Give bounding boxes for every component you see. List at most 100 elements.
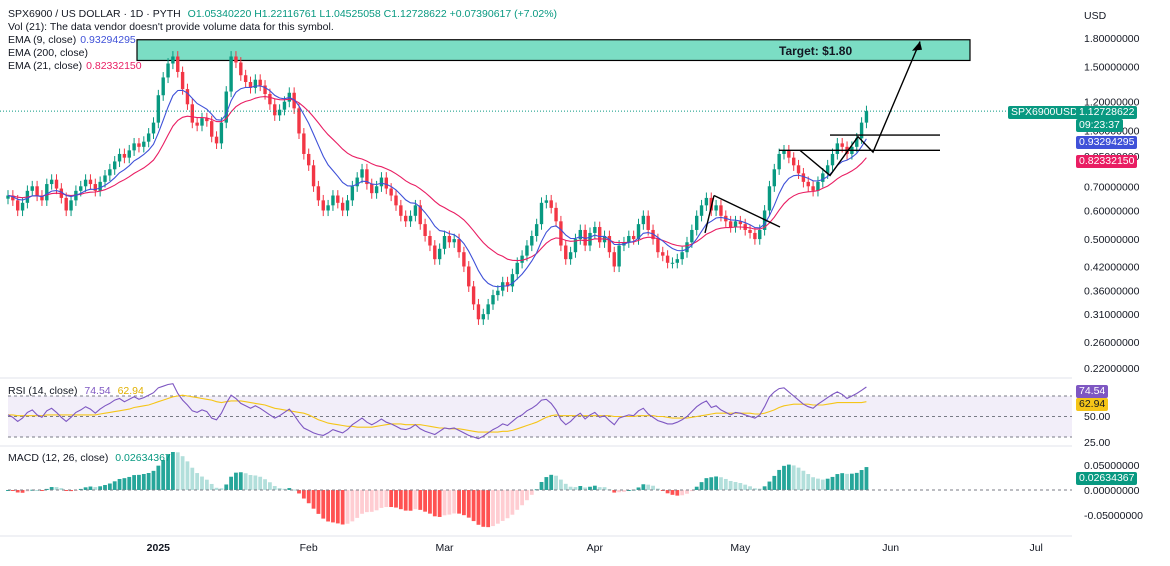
candle-body — [855, 138, 859, 147]
macd-bar — [10, 490, 15, 491]
macd-bar — [636, 487, 641, 490]
candle-body — [180, 71, 185, 90]
candle-body — [680, 252, 684, 260]
candle-body — [273, 104, 277, 116]
candle-body — [573, 239, 578, 253]
candle-body — [772, 169, 776, 187]
candle-body — [612, 252, 616, 267]
candle-body — [166, 63, 170, 78]
candle-body — [656, 239, 660, 253]
macd-bar — [495, 490, 500, 524]
macd-bar — [665, 490, 670, 494]
macd-bar — [59, 488, 64, 490]
macd-bar — [505, 490, 510, 519]
macd-bar — [350, 490, 355, 522]
candle-body — [675, 259, 679, 263]
macd-bar — [355, 490, 360, 518]
candle-body — [210, 121, 214, 137]
candle-body — [16, 200, 20, 211]
candle-body — [20, 202, 25, 211]
y-tick-label: 0.22000000 — [1084, 363, 1140, 375]
candle-body — [433, 245, 437, 260]
candle-body — [45, 184, 49, 201]
macd-bar — [277, 488, 282, 490]
macd-bar — [539, 481, 544, 490]
macd-bar — [491, 490, 495, 527]
macd-bar — [791, 465, 796, 490]
candle-body — [171, 56, 175, 64]
candle-body — [452, 239, 456, 243]
candle-body — [142, 141, 146, 147]
macd-bar — [447, 490, 452, 515]
macd-bar — [282, 488, 287, 490]
macd-bar — [331, 490, 335, 523]
candle-body — [399, 205, 403, 216]
candle-body — [146, 133, 151, 142]
macd-bar — [544, 477, 549, 490]
candle-body — [195, 122, 199, 126]
macd-bar — [689, 490, 694, 492]
rsi-tag: 74.54 — [1076, 385, 1109, 398]
macd-bar — [592, 485, 597, 490]
candle-body — [505, 282, 510, 287]
candle-body — [690, 229, 694, 243]
candle-body — [6, 195, 10, 199]
candle-body — [583, 229, 587, 246]
candle-body — [796, 165, 801, 174]
candle-body — [404, 215, 408, 222]
candle-body — [787, 150, 791, 158]
ema9-line — [7, 85, 867, 288]
macd-bar — [69, 490, 73, 492]
candle-body — [486, 304, 490, 315]
macd-bar — [675, 490, 680, 496]
macd-bar — [238, 472, 243, 490]
candle-body — [234, 56, 238, 63]
macd-bar — [432, 490, 437, 517]
macd-bar — [772, 475, 777, 490]
macd-bar — [107, 483, 112, 490]
x-tick-label: Mar — [435, 542, 454, 554]
macd-bar — [413, 490, 418, 510]
candle-body — [825, 165, 830, 174]
macd-bar — [515, 490, 520, 510]
macd-bar — [525, 490, 529, 501]
rsi-line — [7, 383, 867, 440]
macd-bar — [394, 490, 398, 508]
candle-body — [437, 248, 442, 260]
macd-level-005: 0.05000000 — [1084, 460, 1140, 472]
y-tick-label: 1.80000000 — [1084, 33, 1140, 45]
macd-bar — [728, 480, 733, 490]
candle-body — [384, 177, 388, 189]
y-tick-label: 0.60000000 — [1084, 205, 1140, 217]
candle-body — [510, 274, 515, 287]
macd-bar — [418, 490, 423, 510]
candle-body — [258, 79, 262, 86]
candle-body — [49, 179, 54, 185]
candle-body — [83, 179, 88, 187]
macd-bar — [146, 473, 151, 490]
macd-bar — [185, 461, 190, 490]
y-tick-label: 0.31000000 — [1084, 309, 1140, 321]
macd-bar — [864, 467, 869, 490]
ema200-label: EMA (200, close) — [8, 47, 88, 59]
candle-body — [840, 143, 844, 147]
macd-bar — [272, 486, 277, 490]
candle-body — [549, 200, 553, 208]
macd-bar — [811, 477, 815, 490]
macd-bar — [753, 488, 757, 490]
macd-bar — [384, 490, 389, 508]
candle-body — [525, 245, 529, 256]
ohlc-values: O1.05340220 H1.22116761 L1.04525058 C1.1… — [187, 8, 558, 20]
macd-label: MACD (12, 26, close) — [8, 452, 109, 464]
wedge-line — [713, 194, 781, 228]
macd-bar — [806, 474, 811, 490]
candle-body — [646, 215, 650, 230]
rsi-level-50: 50.00 — [1084, 411, 1111, 423]
macd-bar — [287, 488, 292, 490]
macd-bar — [670, 490, 675, 495]
y-tick-label: 0.70000000 — [1084, 181, 1140, 193]
macd-bar — [321, 490, 326, 519]
macd-bar — [714, 476, 718, 490]
macd-bar — [476, 490, 481, 525]
